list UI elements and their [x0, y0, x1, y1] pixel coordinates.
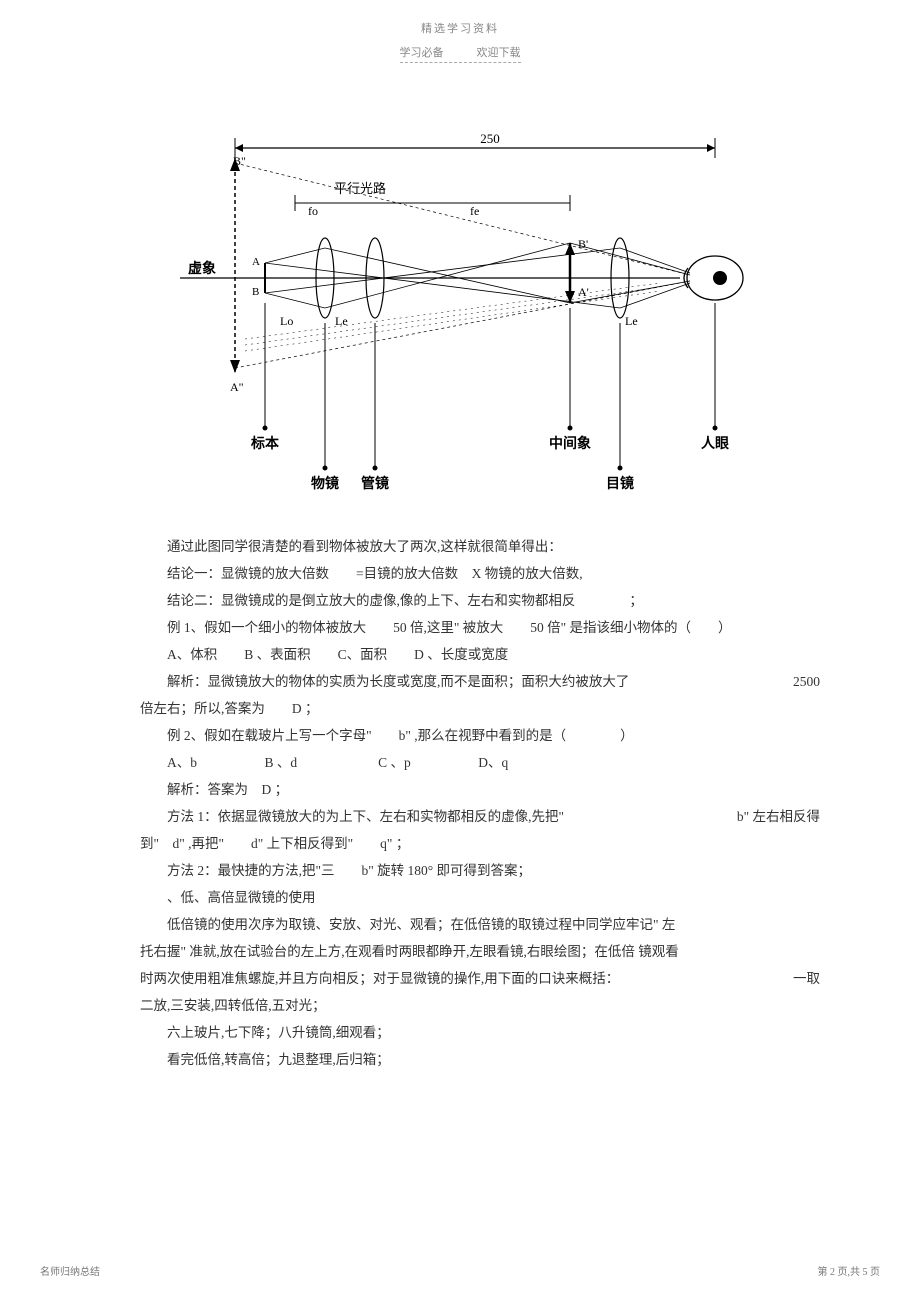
fo-label: fo	[308, 204, 318, 218]
Lo-label: Lo	[280, 314, 293, 328]
fe-label: fe	[470, 204, 479, 218]
p16: 托右握" 准就,放在试验台的左上方,在观看时两眼都睁开,左眼看镜,右眼绘图；在低…	[140, 938, 820, 965]
p6-2500: 2500	[766, 668, 820, 695]
B-double-prime: B"	[233, 154, 246, 168]
microscope-optical-diagram: 250 平行光路 fo fe B" A" 虚象 A B Lo Le B'	[160, 113, 760, 493]
specimen-label: 标本	[250, 435, 280, 452]
B-prime-label: B'	[578, 237, 588, 251]
Le-right-label: Le	[625, 314, 638, 328]
dim-250-label: 250	[480, 131, 500, 146]
footer-left: 名师归纳总结	[40, 1263, 100, 1278]
p14: 、低、高倍显微镜的使用	[140, 884, 820, 911]
body-text: 通过此图同学很清楚的看到物体被放大了两次,这样就很简单得出： 结论一：显微镜的放…	[0, 533, 920, 1073]
p4: 例 1、假如一个细小的物体被放大 50 倍,这里" 被放大 50 倍" 是指该细…	[140, 614, 820, 641]
page-header: 精选学习资料 学习必备 欢迎下载	[0, 0, 920, 63]
p19: 六上玻片,七下降；八升镜筒,细观看；	[140, 1019, 820, 1046]
p17-suffix: 一取	[793, 965, 820, 992]
human-eye-label: 人眼	[701, 435, 729, 452]
p3: 结论二：显微镜成的是倒立放大的虚像,像的上下、左右和实物都相反 ；	[140, 587, 820, 614]
footer-right: 第 2 页,共 5 页	[818, 1263, 881, 1278]
eyepiece-label: 目镜	[606, 475, 634, 492]
p11-suffix: b" 左右相反得	[710, 803, 820, 830]
p17: 时两次使用粗准焦螺旋,并且方向相反；对于显微镜的操作,用下面的口诀来概括： 一取	[140, 965, 820, 992]
p7: 倍左右；所以,答案为 D ；	[140, 695, 820, 722]
tube-lens-label: 管镜	[361, 475, 389, 492]
header-line2: 学习必备 欢迎下载	[400, 44, 521, 63]
p10: 解析：答案为 D ；	[140, 776, 820, 803]
A-double-prime: A"	[230, 380, 244, 394]
intermediate-label: 中间象	[549, 435, 591, 452]
p9: A、b B 、d C 、p D、q	[140, 749, 820, 776]
A-label: A	[252, 256, 260, 268]
p13: 方法 2：最快捷的方法,把"三 b" 旋转 180° 即可得到答案；	[140, 857, 820, 884]
p17-prefix: 时两次使用粗准焦螺旋,并且方向相反；对于显微镜的操作,用下面的口诀来概括：	[140, 971, 619, 986]
p15: 低倍镜的使用次序为取镜、安放、对光、观看；在低倍镜的取镜过程中同学应牢记" 左	[140, 911, 820, 938]
p6: 解析：显微镜放大的物体的实质为长度或宽度,而不是面积；面积大约被放大了 2500	[140, 668, 820, 695]
p1: 通过此图同学很清楚的看到物体被放大了两次,这样就很简单得出：	[140, 533, 820, 560]
p18: 二放,三安装,四转低倍,五对光；	[140, 992, 820, 1019]
objective-label: 物镜	[311, 475, 339, 492]
p8: 例 2、假如在载玻片上写一个字母" b" ,那么在视野中看到的是（ ）	[140, 722, 820, 749]
A-prime-label: A'	[578, 285, 589, 299]
p11: 方法 1：依据显微镜放大的为上下、左右和实物都相反的虚像,先把" b" 左右相反得	[140, 803, 820, 830]
p11-prefix: 方法 1：依据显微镜放大的为上下、左右和实物都相反的虚像,先把"	[167, 809, 564, 824]
p20: 看完低倍,转高倍；九退整理,后归箱；	[140, 1046, 820, 1073]
p2: 结论一：显微镜的放大倍数 =目镜的放大倍数 X 物镜的放大倍数,	[140, 560, 820, 587]
B-label: B	[252, 286, 259, 298]
p6-prefix: 解析：显微镜放大的物体的实质为长度或宽度,而不是面积；面积大约被放大了	[167, 674, 629, 689]
header-line1: 精选学习资料	[0, 20, 920, 36]
p5: A、体积 B 、表面积 C、面积 D 、长度或宽度	[140, 641, 820, 668]
p12: 到" d" ,再把" d" 上下相反得到" q" ；	[140, 830, 820, 857]
virtual-image-label: 虚象	[188, 260, 216, 277]
